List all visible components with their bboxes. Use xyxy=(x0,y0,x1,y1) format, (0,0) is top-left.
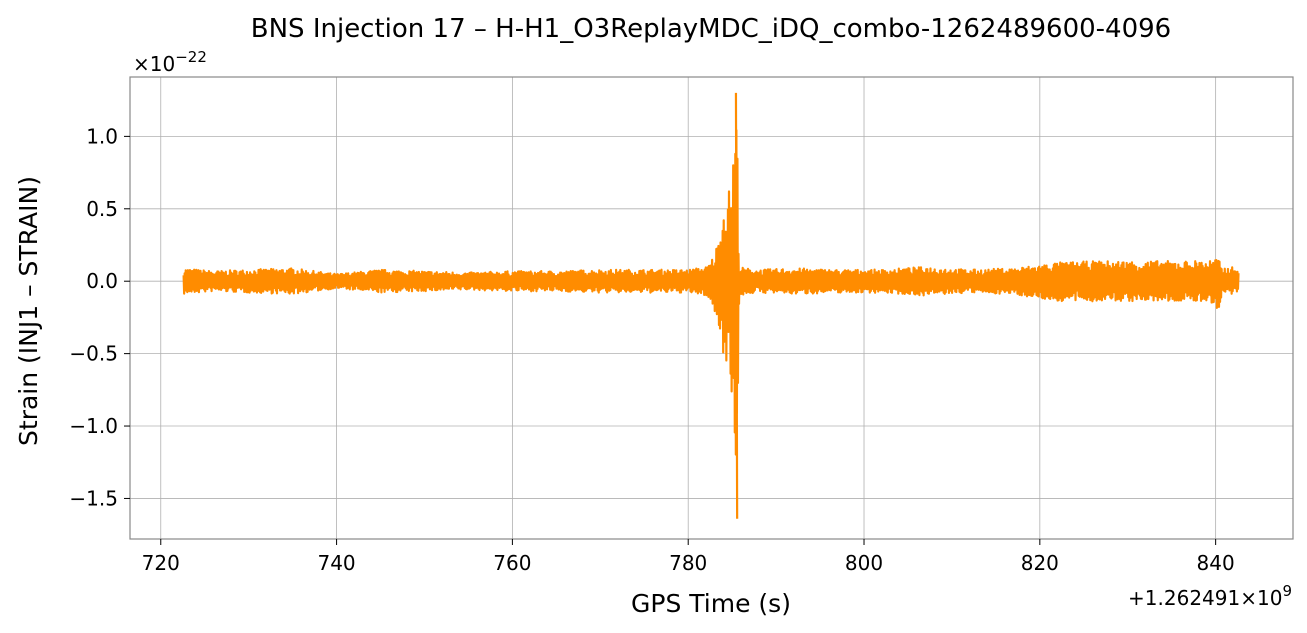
plot-border xyxy=(129,76,1294,540)
x-tick-label: 720 xyxy=(142,551,180,575)
x-tick-label: 800 xyxy=(845,551,883,575)
series-layer xyxy=(182,92,1240,519)
x-tick-label: 740 xyxy=(317,551,355,575)
gridlines xyxy=(130,77,1293,539)
y-scale-label: ×10−22 xyxy=(133,48,207,76)
y-tick-label: −0.5 xyxy=(69,342,118,366)
chart-title: BNS Injection 17 – H-H1_O3ReplayMDC_iDQ_… xyxy=(251,14,1171,44)
y-tick-label: 0.5 xyxy=(86,197,118,221)
x-offset-label: +1.262491×109 xyxy=(1128,582,1292,610)
axes-frame xyxy=(129,76,1294,540)
y-tick-label: −1.5 xyxy=(69,486,118,510)
y-axis-ticks: −1.5 −1.0 −0.5 0.0 0.5 1.0 xyxy=(69,124,130,510)
x-tick-label: 840 xyxy=(1197,551,1235,575)
y-tick-label: −1.0 xyxy=(69,414,118,438)
x-axis-label: GPS Time (s) xyxy=(631,589,791,618)
y-tick-label: 0.0 xyxy=(86,269,118,293)
x-axis-ticks: 720 740 760 780 800 820 840 xyxy=(142,539,1235,575)
y-axis-label: Strain (INJ1 – STRAIN) xyxy=(14,176,43,446)
strain-series-line xyxy=(182,92,1240,519)
x-tick-label: 760 xyxy=(493,551,531,575)
x-tick-label: 780 xyxy=(669,551,707,575)
x-tick-label: 820 xyxy=(1021,551,1059,575)
y-tick-label: 1.0 xyxy=(86,124,118,148)
